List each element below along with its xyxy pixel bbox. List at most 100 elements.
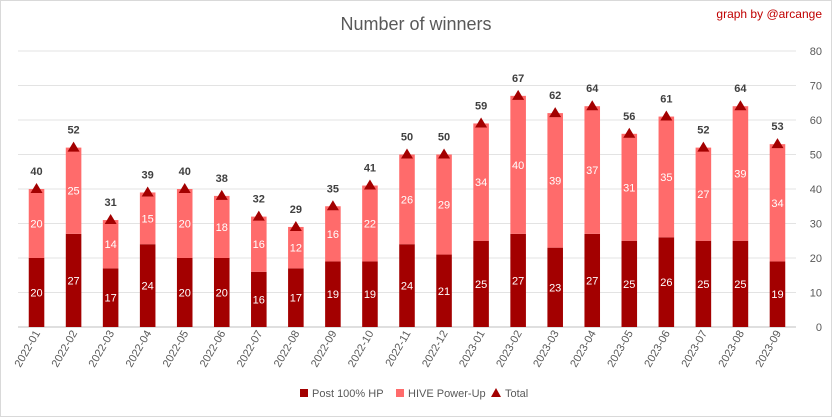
bar-hive-power-up <box>436 154 452 255</box>
label-hive-power-up: 27 <box>697 189 709 201</box>
label-hive-power-up: 35 <box>660 172 672 184</box>
label-total: 35 <box>327 183 339 195</box>
bar-post-100-hp <box>584 233 601 327</box>
bar-post-100-hp <box>325 261 341 327</box>
label-total: 67 <box>512 73 524 85</box>
y-tick-label: 70 <box>810 81 822 93</box>
label-post-100-hp: 20 <box>216 288 228 300</box>
bar-post-100-hp <box>28 258 45 327</box>
total-marker <box>623 127 636 138</box>
y-tick-label: 80 <box>810 46 822 58</box>
bar-post-100-hp <box>436 254 452 327</box>
label-post-100-hp: 19 <box>327 289 339 301</box>
total-marker <box>438 148 451 159</box>
label-total: 64 <box>586 83 599 95</box>
label-post-100-hp: 27 <box>512 275 524 287</box>
label-hive-power-up: 25 <box>67 186 79 198</box>
y-axis: 0 10 20 30 40 50 60 70 80 <box>810 46 822 334</box>
total-marker <box>215 189 228 200</box>
chart-title: Number of winners <box>340 14 491 34</box>
label-hive-power-up: 37 <box>586 165 598 177</box>
label-total: 32 <box>253 194 265 206</box>
label-total: 38 <box>216 173 228 185</box>
total-marker <box>289 220 302 231</box>
chart-credit: graph by @arcange <box>716 7 822 21</box>
label-total: 52 <box>67 125 79 137</box>
bar-hive-power-up <box>399 154 415 245</box>
bar-post-100-hp <box>139 244 156 327</box>
bar-post-100-hp <box>399 244 415 327</box>
bar-hive-power-up <box>213 195 230 258</box>
bar-hive-power-up <box>176 189 193 258</box>
label-post-100-hp: 16 <box>253 294 265 306</box>
y-tick-label: 50 <box>810 150 822 162</box>
bar-hive-power-up <box>658 116 675 238</box>
label-post-100-hp: 27 <box>67 275 79 287</box>
label-post-100-hp: 23 <box>549 282 561 294</box>
label-post-100-hp: 21 <box>438 286 450 298</box>
y-tick-label: 40 <box>810 184 822 196</box>
y-tick-label: 20 <box>810 253 822 265</box>
bar-post-100-hp <box>510 233 526 327</box>
bar-post-100-hp <box>288 268 304 327</box>
bar-hive-power-up <box>102 220 119 269</box>
total-marker <box>660 110 673 121</box>
total-marker <box>30 183 43 193</box>
label-total: 59 <box>475 100 487 112</box>
label-hive-power-up: 16 <box>327 229 339 241</box>
label-post-100-hp: 17 <box>104 293 116 305</box>
bar-post-100-hp <box>658 237 675 327</box>
label-total: 50 <box>438 132 450 144</box>
total-marker <box>586 100 599 111</box>
bar-post-100-hp <box>769 261 786 327</box>
label-total: 31 <box>104 197 116 209</box>
label-hive-power-up: 40 <box>512 160 524 172</box>
total-marker <box>326 200 339 211</box>
label-total: 61 <box>660 94 672 106</box>
label-hive-power-up: 18 <box>216 222 228 234</box>
bar-post-100-hp <box>473 240 489 327</box>
label-post-100-hp: 25 <box>734 279 746 291</box>
bar-hive-power-up <box>510 95 526 234</box>
label-post-100-hp: 17 <box>290 293 302 305</box>
legend-swatch-post-100-hp <box>300 389 308 397</box>
label-post-100-hp: 26 <box>660 277 672 289</box>
label-hive-power-up: 34 <box>771 198 783 210</box>
total-markers <box>30 89 784 231</box>
bar-hive-power-up <box>251 216 267 272</box>
label-total: 40 <box>30 166 42 178</box>
label-hive-power-up: 22 <box>364 219 376 231</box>
legend-marker-total <box>491 388 501 397</box>
total-marker <box>252 210 265 221</box>
bar-hive-power-up <box>547 113 563 248</box>
bar-post-100-hp <box>732 240 749 327</box>
total-marker <box>549 107 562 118</box>
bar-post-100-hp <box>102 268 119 327</box>
y-tick-label: 10 <box>810 288 822 300</box>
label-hive-power-up: 26 <box>401 194 413 206</box>
bar-hive-power-up <box>695 147 712 241</box>
label-hive-power-up: 20 <box>30 219 42 231</box>
legend-label-total: Total <box>505 388 528 400</box>
total-marker <box>363 179 376 190</box>
bars <box>28 95 786 327</box>
label-post-100-hp: 25 <box>475 279 487 291</box>
label-total: 62 <box>549 90 561 102</box>
total-marker <box>512 89 525 100</box>
bar-hive-power-up <box>139 192 156 245</box>
legend-label-hive-power-up: HIVE Power-Up <box>408 388 486 400</box>
label-post-100-hp: 25 <box>697 279 709 291</box>
bar-hive-power-up <box>769 144 786 262</box>
label-total: 41 <box>364 163 376 175</box>
label-hive-power-up: 39 <box>734 168 746 180</box>
bar-post-100-hp <box>251 271 267 327</box>
bar-hive-power-up <box>732 106 749 241</box>
y-tick-label: 0 <box>816 322 822 334</box>
total-marker <box>401 148 413 159</box>
total-marker <box>104 214 117 225</box>
legend-swatch-hive-power-up <box>396 389 404 397</box>
label-hive-power-up: 34 <box>475 177 487 189</box>
label-hive-power-up: 39 <box>549 175 561 187</box>
label-hive-power-up: 15 <box>142 213 154 225</box>
